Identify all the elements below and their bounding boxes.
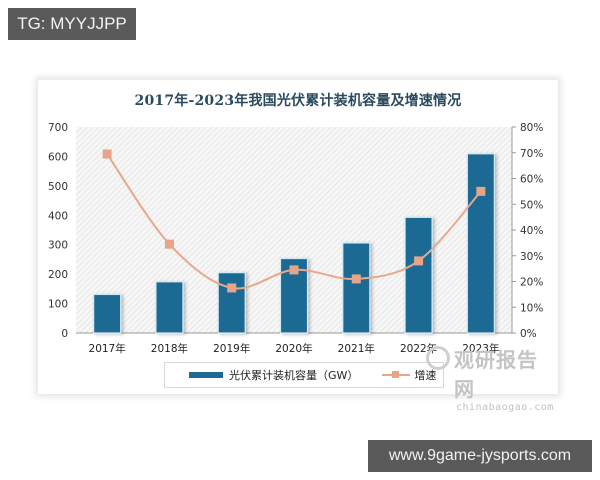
left-axis-tick: 100 xyxy=(48,299,68,311)
growth-marker xyxy=(414,256,424,266)
left-axis-tick: 200 xyxy=(48,269,68,281)
chart-legend: 光伏累计装机容量（GW） 增速 xyxy=(164,362,444,388)
source-name-cn: 观研报告网 xyxy=(454,348,538,401)
x-axis-tick: 2020年 xyxy=(275,342,312,355)
left-axis-tick: 400 xyxy=(48,210,68,222)
left-axis-tick: 600 xyxy=(48,151,68,163)
watermark-tag-bottom: www.9game-jysports.com xyxy=(368,440,592,472)
legend-line-label: 增速 xyxy=(414,369,437,382)
x-axis-tick: 2021年 xyxy=(338,342,375,355)
left-axis-tick: 500 xyxy=(48,181,68,193)
bar xyxy=(404,216,433,334)
right-axis-tick: 80% xyxy=(520,122,543,134)
legend-bar-swatch xyxy=(189,372,223,378)
x-axis-tick: 2023年 xyxy=(462,342,499,355)
x-axis-tick: 2018年 xyxy=(151,342,188,355)
chart-card: 2017年-2023年我国光伏累计装机容量及增速情况 0 100 200 300 400… xyxy=(38,80,558,413)
right-axis-tick: 60% xyxy=(520,174,543,186)
growth-marker xyxy=(164,239,174,249)
growth-marker xyxy=(102,149,112,159)
growth-marker xyxy=(289,265,299,275)
bar xyxy=(217,272,246,334)
left-axis-tick: 0 xyxy=(61,328,68,340)
left-axis-tick: 700 xyxy=(48,122,68,134)
x-axis-tick: 2019年 xyxy=(213,342,250,355)
left-axis-tick: 300 xyxy=(48,240,68,252)
bar xyxy=(155,281,184,334)
bar xyxy=(342,242,371,334)
legend-bar-label: 光伏累计装机容量（GW） xyxy=(229,369,359,382)
growth-marker xyxy=(227,283,237,293)
right-axis-tick: 10% xyxy=(520,302,543,314)
source-logo-icon xyxy=(426,346,450,370)
growth-marker xyxy=(351,274,361,284)
source-name-en: chinabaogao.com xyxy=(456,402,554,413)
chart-plot: 0 100 200 300 400 500 600 700 0% 10% 20% 30% 40% 50% 6… xyxy=(48,122,543,355)
growth-marker xyxy=(476,186,486,196)
right-axis-tick: 50% xyxy=(520,199,543,211)
legend-line-swatch xyxy=(382,371,411,378)
bar xyxy=(93,293,122,334)
right-axis-tick: 40% xyxy=(520,225,543,237)
watermark-tag-top: TG: MYYJJPP xyxy=(8,8,136,40)
bar xyxy=(466,153,495,334)
right-axis-tick: 0% xyxy=(520,328,537,340)
x-axis-tick: 2017年 xyxy=(89,342,126,355)
source-watermark: 观研报告网 chinabaogao.com xyxy=(426,344,556,413)
right-axis-tick: 30% xyxy=(520,251,543,263)
right-axis-tick: 20% xyxy=(520,277,543,289)
right-axis-tick: 70% xyxy=(520,148,543,160)
chart-title: 2017年-2023年我国光伏累计装机容量及增速情况 xyxy=(134,93,462,109)
